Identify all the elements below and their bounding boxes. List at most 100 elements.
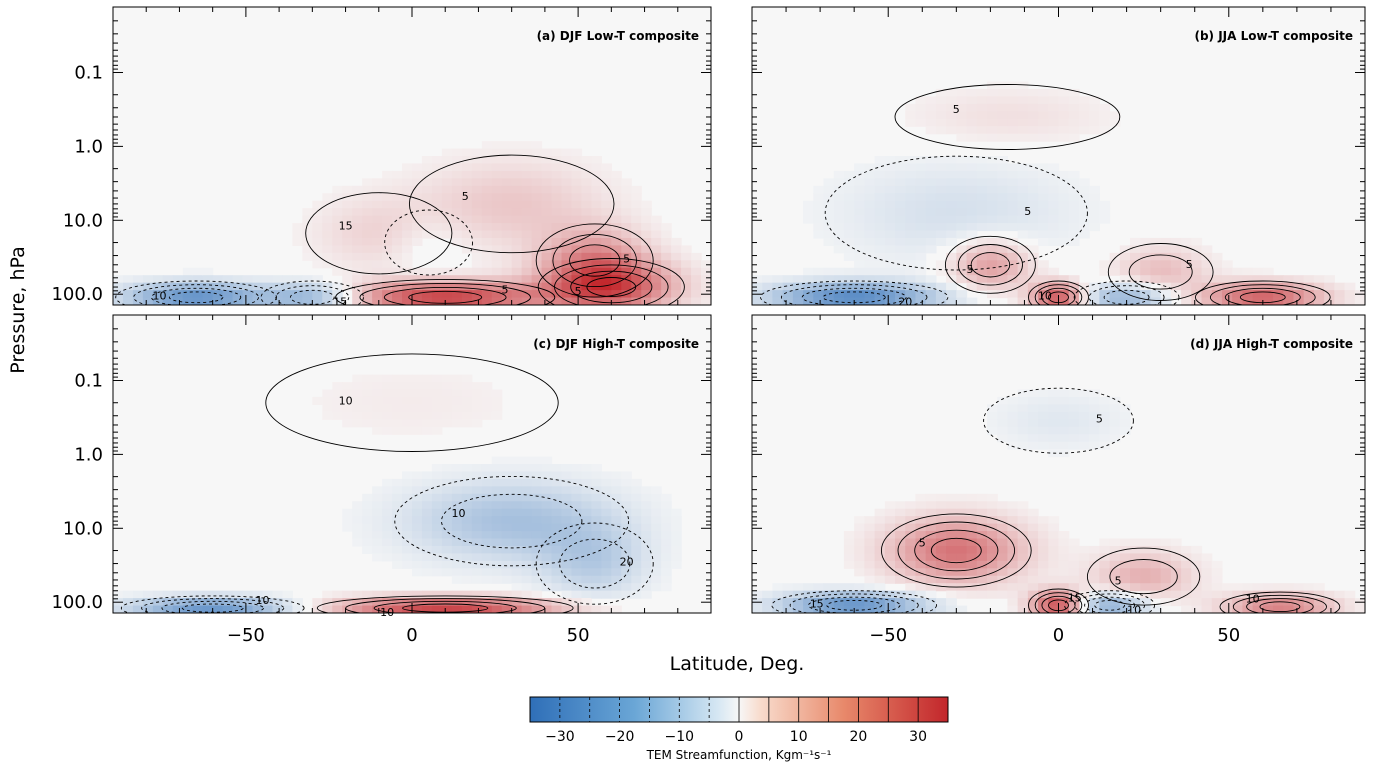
field-cell (823, 208, 835, 217)
field-cell (541, 516, 553, 525)
field-cell (591, 478, 602, 487)
field-cell (986, 531, 998, 540)
field-cell (681, 275, 692, 284)
field-cell (1027, 193, 1039, 202)
field-cell (956, 553, 968, 562)
field-cell (431, 545, 443, 554)
field-cell (895, 267, 906, 276)
field-cell (1017, 126, 1029, 135)
field-cell (392, 486, 403, 495)
field-cell (895, 290, 906, 299)
field-cell (571, 223, 583, 232)
field-cell (421, 605, 433, 613)
field-cell (511, 575, 523, 584)
field-cell (792, 583, 804, 592)
field-cell (1293, 590, 1305, 599)
field-cell (272, 275, 284, 284)
field-cell (621, 252, 632, 261)
field-cell (1007, 118, 1019, 127)
field-cell (823, 200, 835, 209)
field-cell (1201, 575, 1213, 584)
field-cell (1099, 434, 1111, 443)
field-cell (421, 163, 433, 172)
field-cell (1140, 553, 1152, 562)
field-cell (1221, 583, 1233, 592)
field-cell (292, 230, 303, 239)
field-cell (601, 553, 612, 562)
field-cell (421, 560, 433, 569)
field-cell (884, 560, 896, 569)
field-cell (481, 545, 493, 554)
field-cell (421, 598, 433, 607)
field-cell (874, 200, 886, 209)
field-cell (412, 200, 423, 209)
field-cell (915, 568, 927, 577)
field-cell (1078, 208, 1090, 217)
field-cell (1007, 605, 1019, 613)
field-cell (262, 590, 274, 599)
field-cell (441, 163, 453, 172)
field-cell (925, 118, 937, 127)
field-cell (402, 193, 413, 202)
field-cell (581, 471, 592, 480)
field-cell (641, 590, 652, 599)
field-cell (905, 297, 917, 305)
field-cell (1038, 178, 1049, 187)
field-cell (372, 290, 383, 299)
field-cell (372, 208, 383, 217)
field-cell (342, 411, 353, 420)
field-cell (1007, 178, 1019, 187)
field-cell (884, 531, 896, 540)
field-cell (1058, 111, 1070, 120)
positive-contour (1028, 588, 1089, 613)
field-cell (843, 252, 855, 261)
field-cell (1109, 419, 1121, 428)
field-cell (551, 223, 563, 232)
field-cell (262, 290, 274, 299)
field-cell (451, 223, 463, 232)
field-cell (372, 605, 383, 613)
field-cell (1017, 245, 1029, 254)
field-cell (352, 531, 363, 540)
positive-contour (880, 513, 1032, 588)
field-cell (312, 282, 323, 291)
field-cell (561, 508, 573, 517)
field-cell (471, 568, 483, 577)
field-cell (621, 486, 632, 495)
field-cell (762, 275, 774, 284)
field-cell (122, 290, 134, 299)
field-cell (641, 230, 652, 239)
field-cell (651, 237, 662, 246)
field-cell (621, 568, 632, 577)
colorbar-label: TEM Streamfunction, Kgm⁻¹s⁻¹ (646, 748, 832, 762)
field-cell (925, 275, 937, 284)
field-cell (874, 193, 886, 202)
field-cell (1211, 282, 1223, 291)
field-cell (854, 297, 865, 305)
field-cell (352, 267, 363, 276)
field-cell (541, 553, 553, 562)
field-cell (312, 297, 323, 305)
field-cell (322, 282, 333, 291)
field-cell (1017, 560, 1029, 569)
field-cell (997, 88, 1009, 97)
field-cell (541, 252, 553, 261)
field-cell (823, 185, 835, 194)
field-cell (905, 275, 917, 284)
field-cell (915, 170, 927, 179)
field-cell (1191, 282, 1203, 291)
field-cell (1048, 545, 1060, 554)
field-cell (362, 237, 373, 246)
field-cell (601, 560, 612, 569)
field-cell (976, 193, 988, 202)
field-cell (925, 200, 937, 209)
field-cell (1058, 88, 1070, 97)
field-cell (421, 404, 433, 413)
field-cell (621, 553, 632, 562)
field-cell (531, 193, 543, 202)
field-cell (282, 598, 293, 607)
field-cell (412, 178, 423, 187)
field-cell (491, 215, 503, 224)
negative-contour (807, 596, 901, 613)
field-cell (915, 590, 927, 599)
